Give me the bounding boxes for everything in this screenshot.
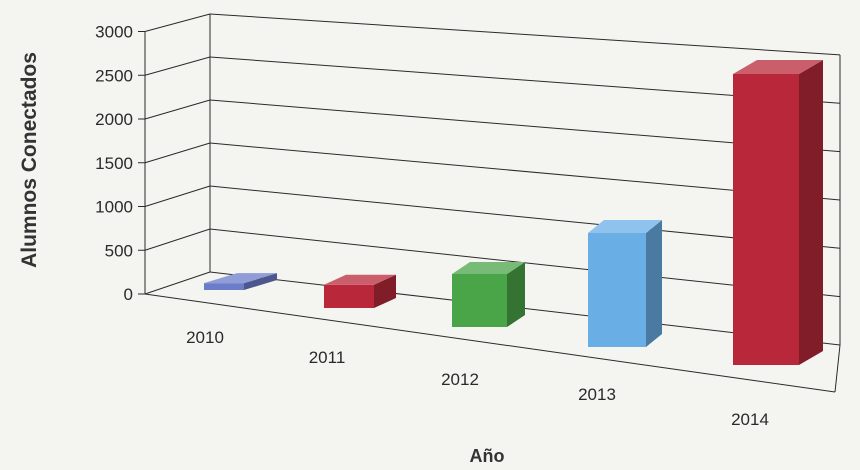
bar-front-face — [733, 73, 799, 365]
bar-2012 — [452, 262, 525, 327]
bar-front-face — [204, 283, 244, 290]
bar-side-face — [646, 219, 662, 347]
gridlines — [144, 13, 841, 393]
bar-2011 — [324, 274, 396, 308]
y-tick-label: 1000 — [95, 198, 133, 217]
y-axis-ticks: 0 500 1000 1500 2000 2500 3000 — [95, 23, 145, 304]
bar-top-face — [204, 273, 277, 284]
bar-2014 — [733, 59, 823, 365]
y-tick-label: 2000 — [95, 110, 133, 129]
y-tick-label: 1500 — [95, 154, 133, 173]
x-category-label: 2014 — [731, 410, 769, 429]
side-gridline — [144, 228, 211, 251]
bar-side-face — [374, 274, 396, 308]
x-category-label: 2012 — [441, 370, 479, 389]
side-gridline — [144, 13, 211, 32]
bar-top-face — [588, 219, 662, 233]
side-gridline — [144, 99, 211, 120]
bar-top-face — [324, 274, 396, 285]
gridline — [209, 13, 841, 56]
y-axis-title: Alumnos Conectados — [18, 52, 41, 268]
bar-front-face — [324, 284, 374, 308]
bar-top-face — [733, 59, 823, 74]
side-gridline — [144, 56, 211, 76]
side-gridline — [144, 142, 211, 164]
y-tick-label: 3000 — [95, 23, 133, 42]
chart-frame-edge — [834, 344, 841, 393]
side-gridline — [144, 271, 211, 295]
bar-side-face — [799, 59, 823, 365]
bars — [204, 59, 823, 365]
x-category-label: 2011 — [309, 348, 346, 367]
x-axis-categories: 2010 2011 2012 2013 2014 — [186, 328, 769, 429]
y-tick-label: 500 — [105, 241, 133, 260]
x-category-label: 2010 — [186, 328, 224, 347]
bar-2013 — [588, 219, 662, 347]
y-tick-label: 0 — [124, 285, 133, 304]
x-axis-title: Año — [470, 446, 505, 466]
bar-2010 — [204, 273, 277, 290]
bar-front-face — [588, 232, 646, 347]
bar-top-face — [452, 262, 525, 275]
side-gridline — [144, 185, 211, 207]
chart-frame-edge — [144, 293, 836, 393]
bar-front-face — [452, 274, 507, 327]
bar-side-face — [244, 273, 277, 290]
bar-side-face — [507, 262, 525, 327]
y-tick-label: 2500 — [95, 66, 133, 85]
x-category-label: 2013 — [578, 385, 616, 404]
